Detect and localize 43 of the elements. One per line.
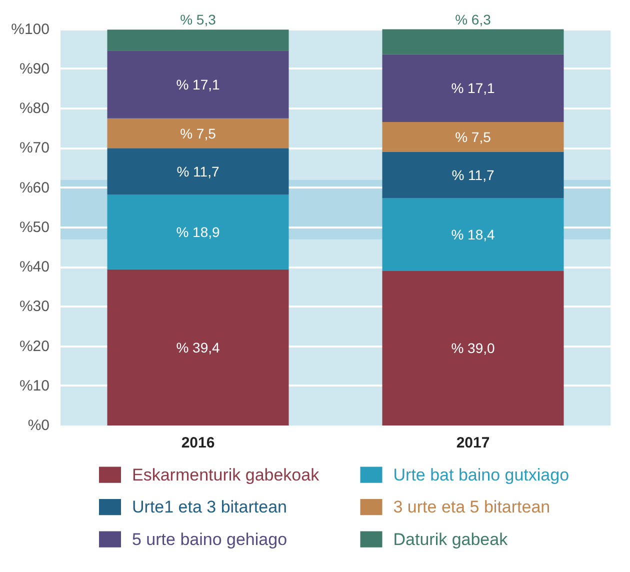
bar	[107, 269, 289, 426]
x-tick-label: 2017	[456, 434, 490, 452]
bar	[382, 54, 564, 122]
legend-label: Urte bat baino gutxiago	[393, 465, 570, 484]
y-tick-label: %20	[19, 338, 50, 355]
y-tick-label: %0	[28, 417, 50, 434]
legend-label: Daturik gabeak	[393, 530, 508, 549]
legend-label: Eskarmenturik gabekoak	[132, 465, 320, 484]
legend-label: 5 urte baino gehiago	[132, 530, 288, 549]
bar	[107, 30, 289, 51]
data-label: % 7,5	[180, 125, 216, 142]
bar	[382, 29, 564, 54]
data-label: % 18,4	[451, 226, 496, 243]
data-label: % 18,9	[176, 224, 220, 240]
bar	[107, 118, 289, 148]
bar	[107, 148, 289, 194]
y-tick-label: %90	[19, 60, 50, 78]
bar	[382, 198, 564, 271]
y-tick-label: %40	[19, 258, 50, 276]
legend-label: Urte1 eta 3 bitartean	[132, 498, 287, 517]
legend-label: 3 urte eta 5 bitartean	[393, 498, 550, 517]
bar	[382, 152, 564, 198]
bar	[382, 122, 564, 152]
data-label: % 39,4	[176, 339, 220, 356]
y-tick-label: %50	[19, 218, 50, 236]
bar	[107, 194, 289, 270]
data-label: % 11,7	[176, 163, 220, 180]
x-tick-label: 2016	[181, 434, 215, 452]
y-tick-label: %10	[19, 377, 50, 394]
y-tick-label: %60	[19, 179, 50, 196]
data-label: % 17,1	[451, 80, 496, 96]
y-tick-label: %80	[19, 100, 50, 118]
y-tick-label: %100	[11, 20, 50, 38]
y-tick-label: %30	[19, 298, 50, 316]
data-label: % 17,1	[176, 76, 220, 93]
bar	[382, 270, 564, 426]
data-label: % 6,3	[455, 11, 492, 28]
bar	[107, 50, 289, 118]
data-label: % 5,3	[180, 12, 216, 28]
data-label: % 39,0	[451, 340, 496, 356]
data-label: % 11,7	[452, 166, 494, 183]
data-label: % 7,5	[455, 128, 492, 145]
y-tick-label: %70	[19, 140, 50, 157]
